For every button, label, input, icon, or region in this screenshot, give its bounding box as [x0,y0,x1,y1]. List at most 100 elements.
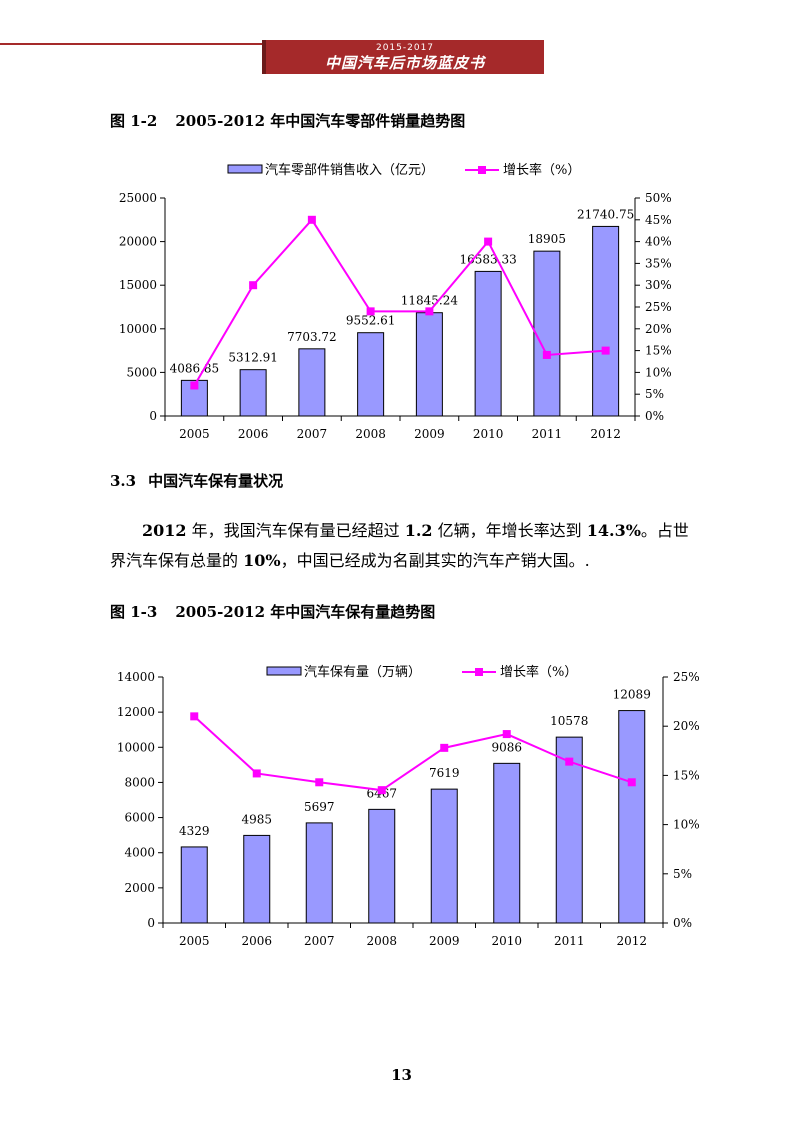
x-axis-label: 2007 [297,427,328,441]
right-axis-label: 5% [645,387,664,401]
right-axis-label: 10% [673,818,700,832]
bar [555,736,583,924]
x-axis-label: 2009 [414,427,445,441]
growth-marker [440,743,449,752]
x-axis-label: 2006 [241,934,272,948]
right-axis-label: 35% [645,256,672,270]
growth-marker [252,769,261,778]
legend-line-label: 增长率（%） [503,162,580,178]
figure1-caption: 图 1-2 2005-2012 年中国汽车零部件销量趋势图 [110,110,465,131]
growth-marker [307,215,316,224]
bar [239,369,267,417]
x-axis-label: 2011 [532,427,563,441]
bar [415,312,443,417]
x-axis-label: 2008 [355,427,386,441]
x-axis-label: 2005 [179,427,210,441]
bar [357,332,385,417]
para-text-3: 。占世界汽车保有总量的 [110,521,689,570]
growth-line [193,715,633,792]
growth-marker [366,307,375,316]
x-axis-label: 2007 [304,934,335,948]
right-axis-label: 40% [645,235,672,249]
right-axis-label: 50% [645,191,672,205]
para-share: 10% [243,551,281,570]
para-text-4: ，中国已经成为名副其实的汽车产销大国。. [280,551,590,570]
right-axis-label: 30% [645,278,672,292]
bar-value-label: 4985 [241,812,272,826]
bar-value-label: 9552.61 [346,314,396,328]
right-axis-label: 15% [645,344,672,358]
figure1-label: 图 1-2 [110,112,158,130]
growth-marker [425,307,434,316]
growth-marker [484,237,493,246]
bar-value-label: 21740.75 [577,207,634,221]
section-heading: 3.3 中国汽车保有量状况 [110,470,283,491]
section-number: 3.3 [110,472,137,490]
growth-marker [377,786,386,795]
legend-bar-swatch [266,666,302,676]
bar [243,834,271,924]
left-axis-label: 15000 [119,278,157,292]
bar [430,788,458,924]
bar [474,270,502,417]
left-axis-label: 10000 [117,740,155,754]
left-axis-label: 5000 [126,365,157,379]
right-axis-label: 5% [673,867,692,881]
para-text-1: 年，我国汽车保有量已经超过 [186,521,405,540]
right-axis-label: 45% [645,213,672,227]
x-axis-label: 2012 [590,427,621,441]
left-axis-label: 14000 [117,670,155,684]
growth-marker [565,757,574,766]
growth-marker [190,381,199,390]
right-axis-label: 20% [645,322,672,336]
x-axis-label: 2005 [179,934,210,948]
bar [592,225,620,417]
chart-vehicle-ownership: 0 2000 4000 6000 8000 10000 12000 14000 0% 5% 10% 1… [117,664,700,948]
left-axis-label: 12000 [117,705,155,719]
para-rate: 14.3% [586,521,641,540]
bar-value-label: 4086.85 [170,361,220,375]
figure2-label: 图 1-3 [110,603,158,621]
bar-value-label: 10578 [550,714,588,728]
bar-value-label: 16583.33 [459,252,516,266]
left-axis-label: 10000 [119,322,157,336]
right-axis-label: 25% [673,670,700,684]
right-axis-label: 20% [673,719,700,733]
header-banner: 2015-2017 中国汽车后市场蓝皮书 [262,40,544,74]
bar [298,348,326,417]
left-axis-label: 2000 [124,881,155,895]
legend-line-marker [478,166,486,174]
figure2-title: 2005-2012 年中国汽车保有量趋势图 [175,603,436,621]
legend-bar-label: 汽车保有量（万辆） [304,664,421,680]
left-axis-label: 25000 [119,191,157,205]
section-title: 中国汽车保有量状况 [148,472,284,490]
para-count: 1.2 [404,521,433,540]
bar-value-label: 9086 [491,740,522,754]
figure1-title: 2005-2012 年中国汽车零部件销量趋势图 [175,112,466,130]
bar-value-label: 11845.24 [401,294,459,308]
right-axis-label: 0% [673,916,692,930]
chart-parts-sales: 0 5000 10000 15000 20000 25000 0% 5% 10% 15% 20% 25… [119,162,672,441]
right-axis-label: 0% [645,409,664,423]
x-axis-label: 2010 [491,934,522,948]
growth-marker [249,281,258,290]
bar [533,250,561,417]
legend-line-label: 增长率（%） [500,664,577,680]
header-title: 中国汽车后市场蓝皮书 [324,53,485,72]
x-axis-label: 2008 [366,934,397,948]
bar-value-label: 7619 [429,766,460,780]
bar [305,822,333,924]
left-axis-label: 4000 [124,846,155,860]
left-axis-label: 0 [147,916,155,930]
growth-marker [502,730,511,739]
header-years: 2015-2017 [375,42,435,53]
growth-line [193,218,606,386]
x-axis-label: 2011 [554,934,585,948]
bar [180,846,208,924]
bar [368,808,396,924]
left-axis-label: 6000 [124,811,155,825]
right-axis-label: 10% [645,365,672,379]
header-banner-tick [536,43,540,74]
bar-value-label: 4329 [179,824,210,838]
para-year: 2012 [142,521,187,540]
